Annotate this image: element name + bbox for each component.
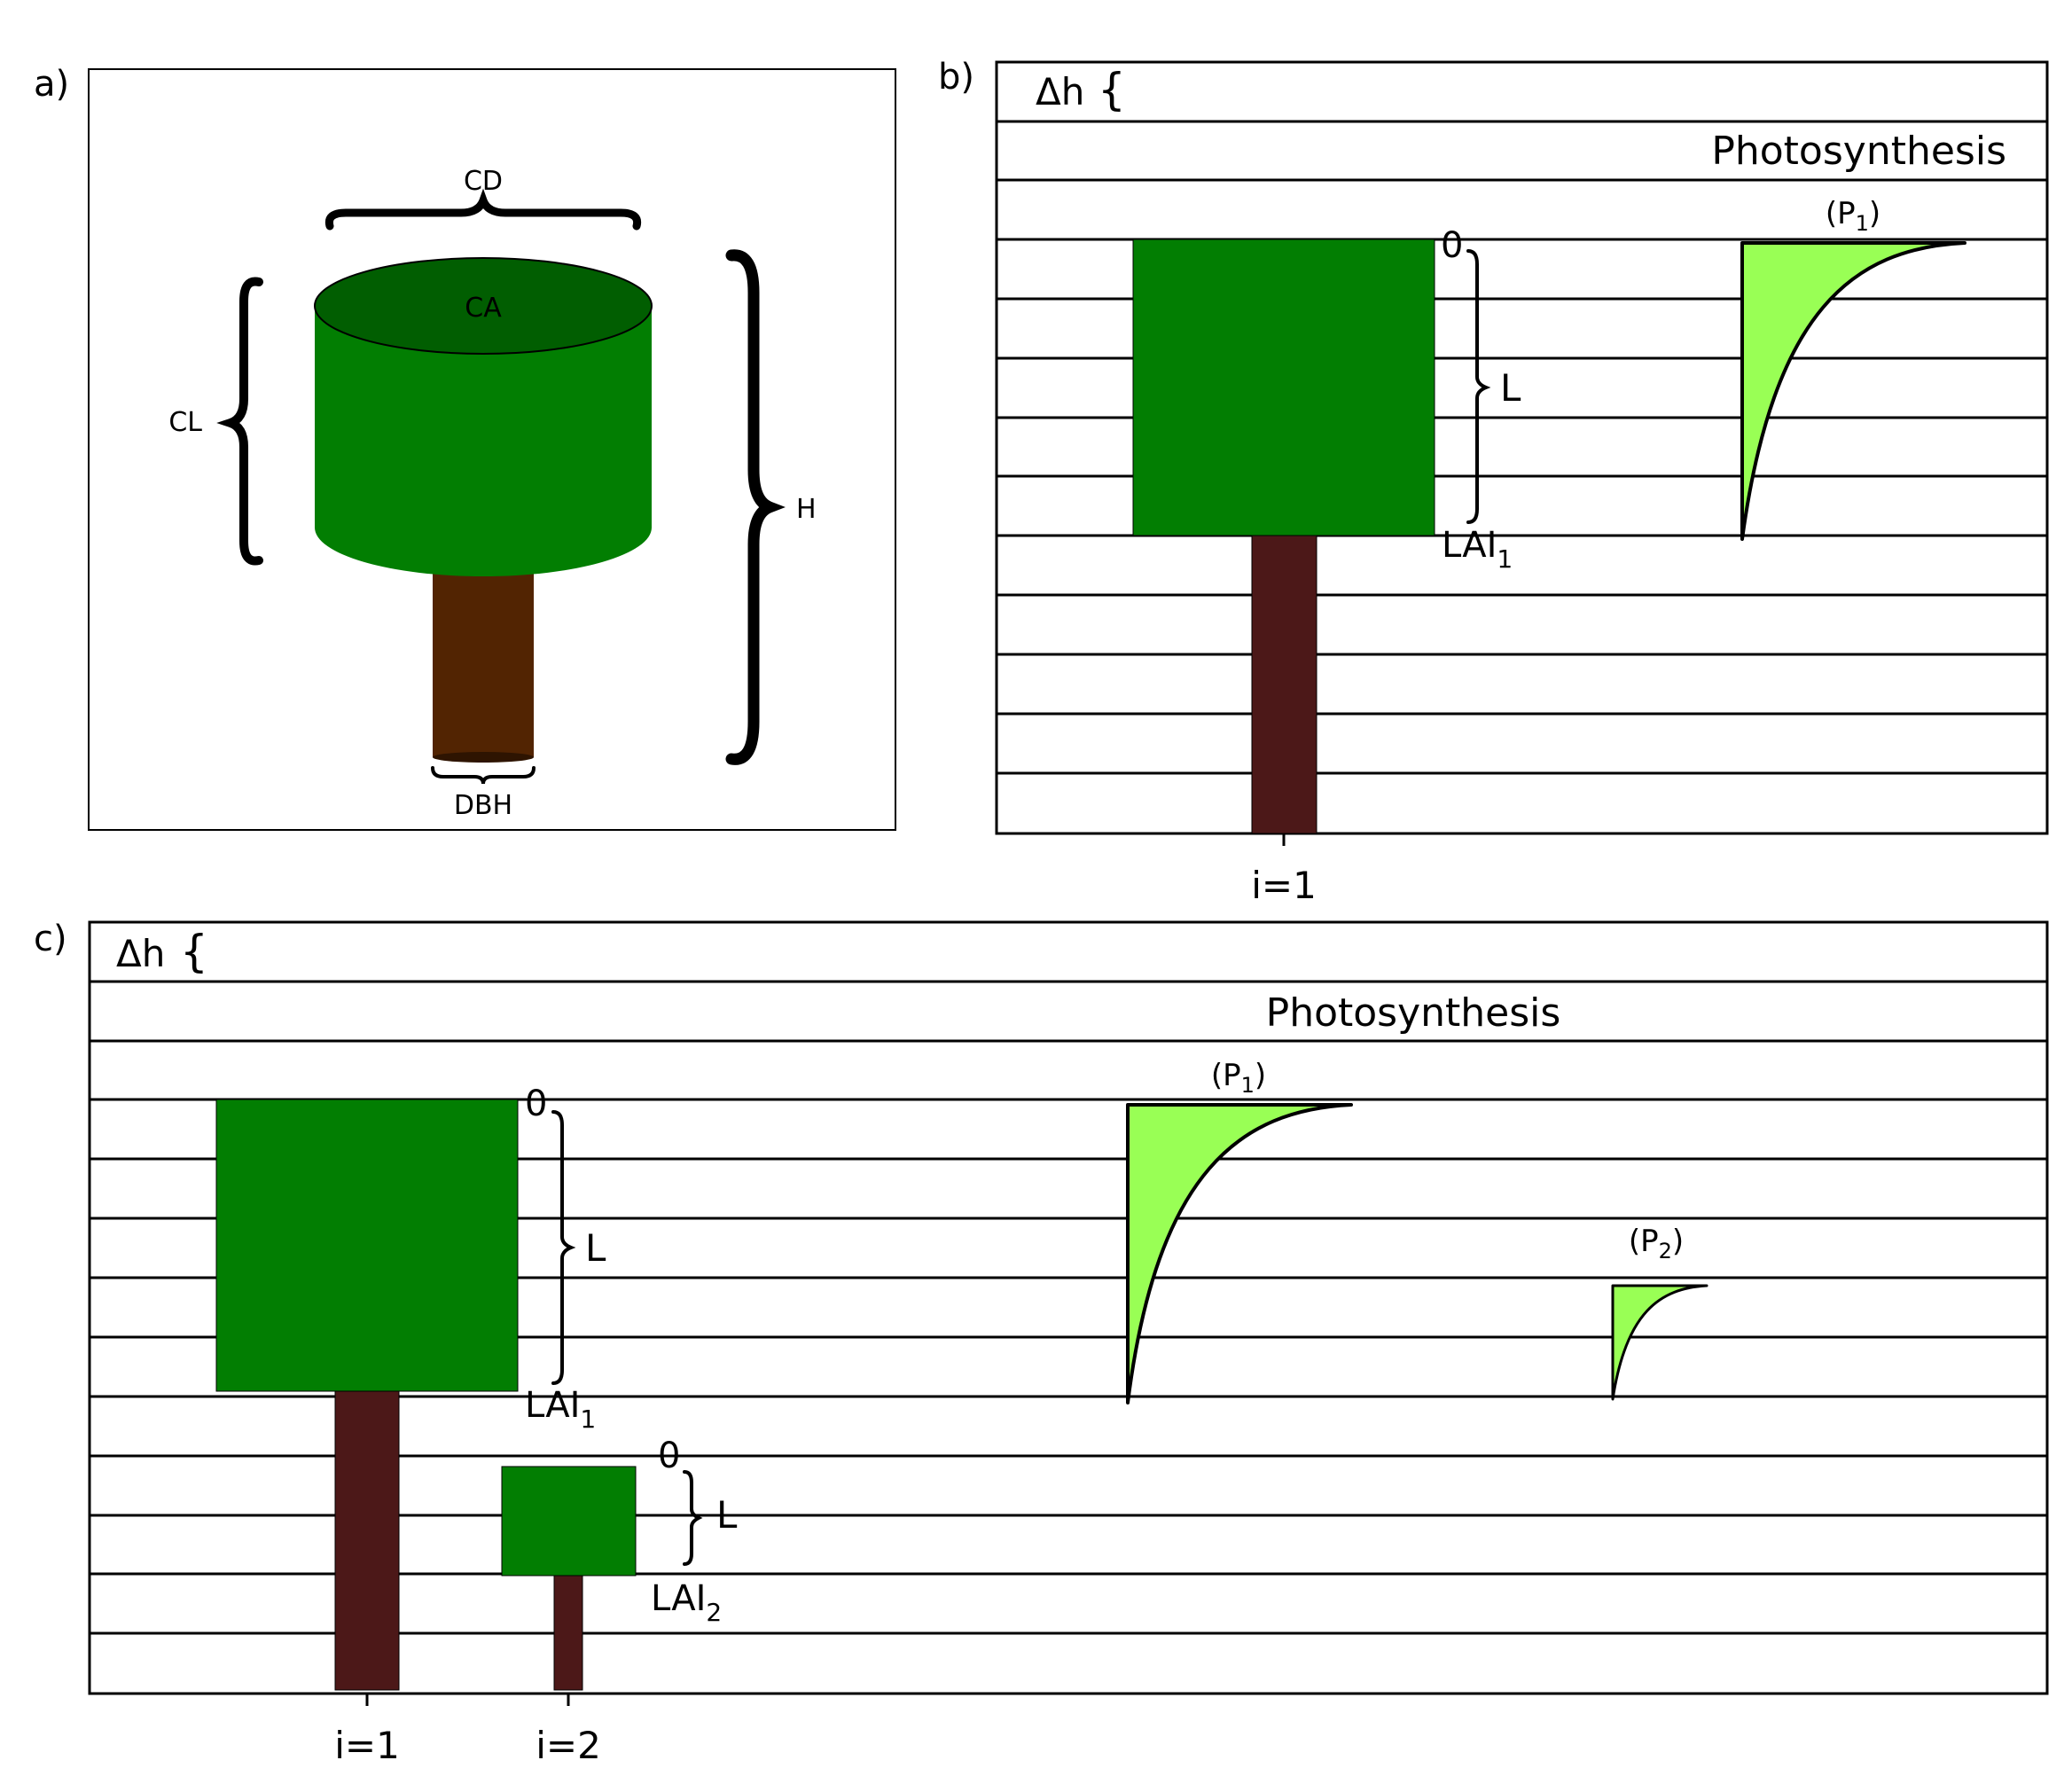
panel-c-tick-label-1: i=1	[334, 1724, 400, 1767]
panel-b-delta-h: Δh	[1036, 70, 1084, 113]
panel-c-tree2-lai-label: LAI2	[651, 1578, 722, 1627]
panel-c-p1-open: (P	[1211, 1058, 1241, 1093]
trunk-base	[433, 752, 534, 763]
panel-b-lai-base: LAI	[1442, 525, 1497, 566]
panel-c-photosynthesis-curve-1	[1126, 1103, 1353, 1404]
panel-b-crown	[1132, 239, 1435, 536]
dbh-label: DBH	[454, 790, 512, 821]
dbh-brace	[431, 766, 536, 785]
panel-c-tree1-lai-sub: 1	[580, 1404, 596, 1434]
panel-c-tree2-trunk	[553, 1575, 583, 1691]
panel-c-tree1-trunk	[334, 1390, 400, 1691]
panel-b-photosynthesis-curve	[1740, 241, 1966, 541]
panel-c-tree1-crown	[215, 1099, 519, 1392]
panel-c-layer-lines	[90, 980, 2047, 1635]
panel-b-tick-label: i=1	[1251, 864, 1317, 907]
panel-c-tree1-top-label: 0	[525, 1084, 547, 1124]
panel-c-delta-h: Δh	[116, 932, 165, 975]
panel-c-tree2-lai-base: LAI	[651, 1578, 706, 1619]
panel-c-tick-label-2: i=2	[536, 1724, 601, 1767]
panel-c-p1-sub: 1	[1241, 1073, 1255, 1098]
panel-b-p-label: (P1)	[1826, 196, 1880, 236]
panel-c-photosynthesis-title: Photosynthesis	[1266, 990, 1561, 1036]
panel-c: c) Δh { Photosynthesis 0 L LAI1 0	[34, 919, 2049, 1767]
ca-label: CA	[465, 293, 502, 324]
panel-c-p2-close: )	[1672, 1224, 1684, 1259]
panel-a-label: a)	[34, 64, 69, 105]
panel-c-p1-close: )	[1255, 1058, 1266, 1093]
cd-brace	[324, 188, 642, 231]
panel-b-label: b)	[938, 57, 974, 98]
panel-c-tree2-crown	[501, 1466, 637, 1576]
tree-trunk	[433, 567, 534, 757]
panel-c-tree1-lai-base: LAI	[525, 1385, 580, 1426]
panel-c-p1-label: (P1)	[1211, 1058, 1266, 1098]
tree-crown	[315, 306, 652, 576]
panel-b-p-sub: 1	[1856, 211, 1869, 236]
panel-b-lai-label: LAI1	[1442, 525, 1513, 574]
cl-label: CL	[168, 407, 202, 438]
h-label: H	[796, 494, 817, 525]
panel-c-tree2-l-label: L	[716, 1493, 738, 1537]
panel-a: a) CA CD CL H DBH	[34, 64, 896, 831]
panel-b-photosynthesis-title: Photosynthesis	[1711, 129, 2006, 174]
panel-b-l-label: L	[1500, 366, 1521, 410]
cd-label: CD	[464, 166, 503, 197]
panel-c-tree1-lai-label: LAI1	[525, 1385, 596, 1434]
panel-b: b) Δh { Photosynthesis 0 L LAI1 (P1) i	[938, 57, 2049, 907]
panel-b-lai-sub: 1	[1497, 544, 1513, 574]
panel-a-frame	[88, 68, 896, 831]
panel-c-p2-open: (P	[1629, 1224, 1659, 1259]
panel-b-l-brace	[1466, 249, 1491, 524]
panel-c-tree2-l-brace	[683, 1470, 703, 1566]
panel-b-p-open: (P	[1826, 196, 1856, 231]
panel-c-tree2-top-label: 0	[658, 1436, 680, 1476]
h-brace	[725, 249, 786, 765]
panel-c-tree2-lai-sub: 2	[706, 1598, 722, 1627]
panel-c-frame	[88, 920, 2049, 1695]
crown-top	[314, 257, 653, 355]
panel-c-photosynthesis-curve-2	[1611, 1284, 1708, 1401]
panel-c-delta-h-brace: {	[180, 926, 208, 977]
panel-b-delta-h-brace: {	[1098, 64, 1126, 115]
panel-c-p2-sub: 2	[1659, 1239, 1672, 1264]
panel-b-p-close: )	[1869, 196, 1880, 231]
cl-brace	[216, 277, 263, 566]
panel-c-tree1-l-label: L	[585, 1226, 606, 1270]
panel-b-frame	[995, 60, 2049, 835]
panel-c-tree1-l-brace	[551, 1110, 576, 1385]
panel-c-label: c)	[34, 919, 67, 959]
panel-b-top-label: 0	[1441, 225, 1463, 266]
panel-c-p2-label: (P2)	[1629, 1224, 1684, 1264]
panel-b-trunk	[1251, 535, 1317, 834]
